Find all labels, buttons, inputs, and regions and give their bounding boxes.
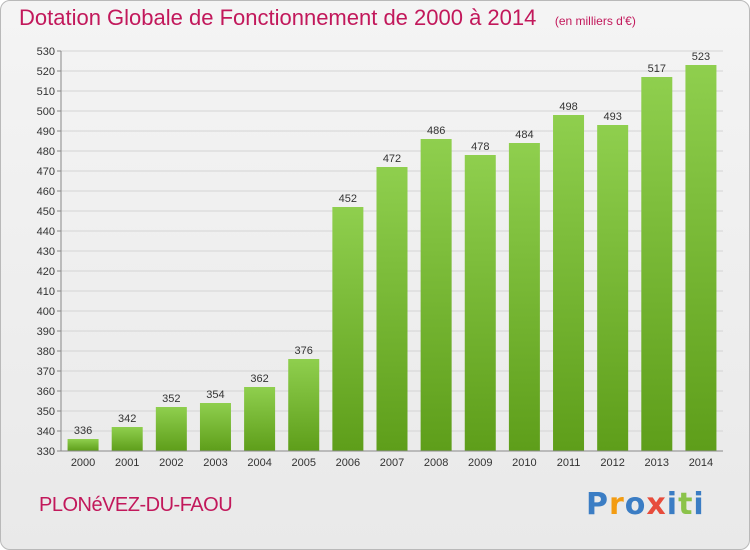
y-tick-label: 490 [37,126,55,138]
bar [508,143,540,451]
bar [67,439,99,451]
logo-letter: t [678,487,694,522]
data-label: 498 [559,101,577,113]
bar [199,403,231,451]
x-tick-label: 2013 [645,457,669,469]
y-tick-label: 360 [37,386,55,398]
x-tick-label: 2002 [159,457,183,469]
y-tick-label: 350 [37,406,55,418]
y-tick-label: 370 [37,366,55,378]
logo-letter: x [646,487,667,522]
y-tick-label: 500 [37,106,55,118]
x-tick-label: 2003 [203,457,227,469]
y-tick-label: 430 [37,246,55,258]
data-label: 354 [206,389,224,401]
bar [464,155,496,451]
y-tick-label: 420 [37,266,55,278]
x-tick-label: 2000 [71,457,95,469]
y-tick-label: 440 [37,226,55,238]
y-tick-label: 330 [37,446,55,458]
x-tick-label: 2012 [600,457,624,469]
data-label: 486 [427,125,445,137]
data-label: 493 [603,111,621,123]
y-tick-label: 340 [37,426,55,438]
x-tick-label: 2004 [247,457,271,469]
x-tick-label: 2006 [336,457,360,469]
logo-letter: i [666,487,679,522]
bar [376,167,408,451]
x-tick-label: 2007 [380,457,404,469]
data-label: 472 [383,153,401,165]
data-label: 352 [162,393,180,405]
bar [420,139,452,451]
x-tick-label: 2001 [115,457,139,469]
y-tick-label: 390 [37,326,55,338]
commune-name: PLONéVEZ-DU-FAOU [39,494,233,516]
x-tick-label: 2014 [689,457,713,469]
data-label: 362 [250,373,268,385]
bar [332,207,364,451]
bar [597,125,629,451]
logo-letter: i [693,487,705,522]
logo-letter: o [624,487,647,522]
bar [641,77,673,451]
chart-subtitle: (en milliers d'€) [554,14,636,28]
logo-letter: r [609,487,625,522]
data-label: 336 [74,425,92,437]
proxiti-logo: Proxiti [586,487,705,522]
y-tick-label: 450 [37,206,55,218]
bar [288,359,320,451]
x-tick-label: 2009 [468,457,492,469]
x-tick-label: 2011 [557,457,581,469]
bar [553,115,585,451]
bar [244,387,276,451]
data-label: 478 [471,141,489,153]
bar [111,427,143,451]
data-label: 452 [339,193,357,205]
y-tick-label: 460 [37,186,55,198]
y-tick-label: 510 [37,86,55,98]
y-tick-label: 530 [37,46,55,58]
y-tick-label: 400 [37,306,55,318]
data-label: 517 [648,63,666,75]
title-row: Dotation Globale de Fonctionnement de 20… [19,5,636,31]
data-label: 484 [515,129,533,141]
logo-letter: P [586,487,609,522]
chart-title: Dotation Globale de Fonctionnement de 20… [19,5,537,30]
y-tick-label: 470 [37,166,55,178]
y-tick-label: 380 [37,346,55,358]
bar [685,65,717,451]
x-tick-label: 2010 [512,457,536,469]
y-tick-label: 480 [37,146,55,158]
data-label: 342 [118,413,136,425]
y-tick-label: 410 [37,286,55,298]
x-tick-label: 2005 [291,457,315,469]
data-label: 376 [295,345,313,357]
x-tick-label: 2008 [424,457,448,469]
y-tick-label: 520 [37,66,55,78]
bar [155,407,187,451]
data-label: 523 [692,51,710,63]
